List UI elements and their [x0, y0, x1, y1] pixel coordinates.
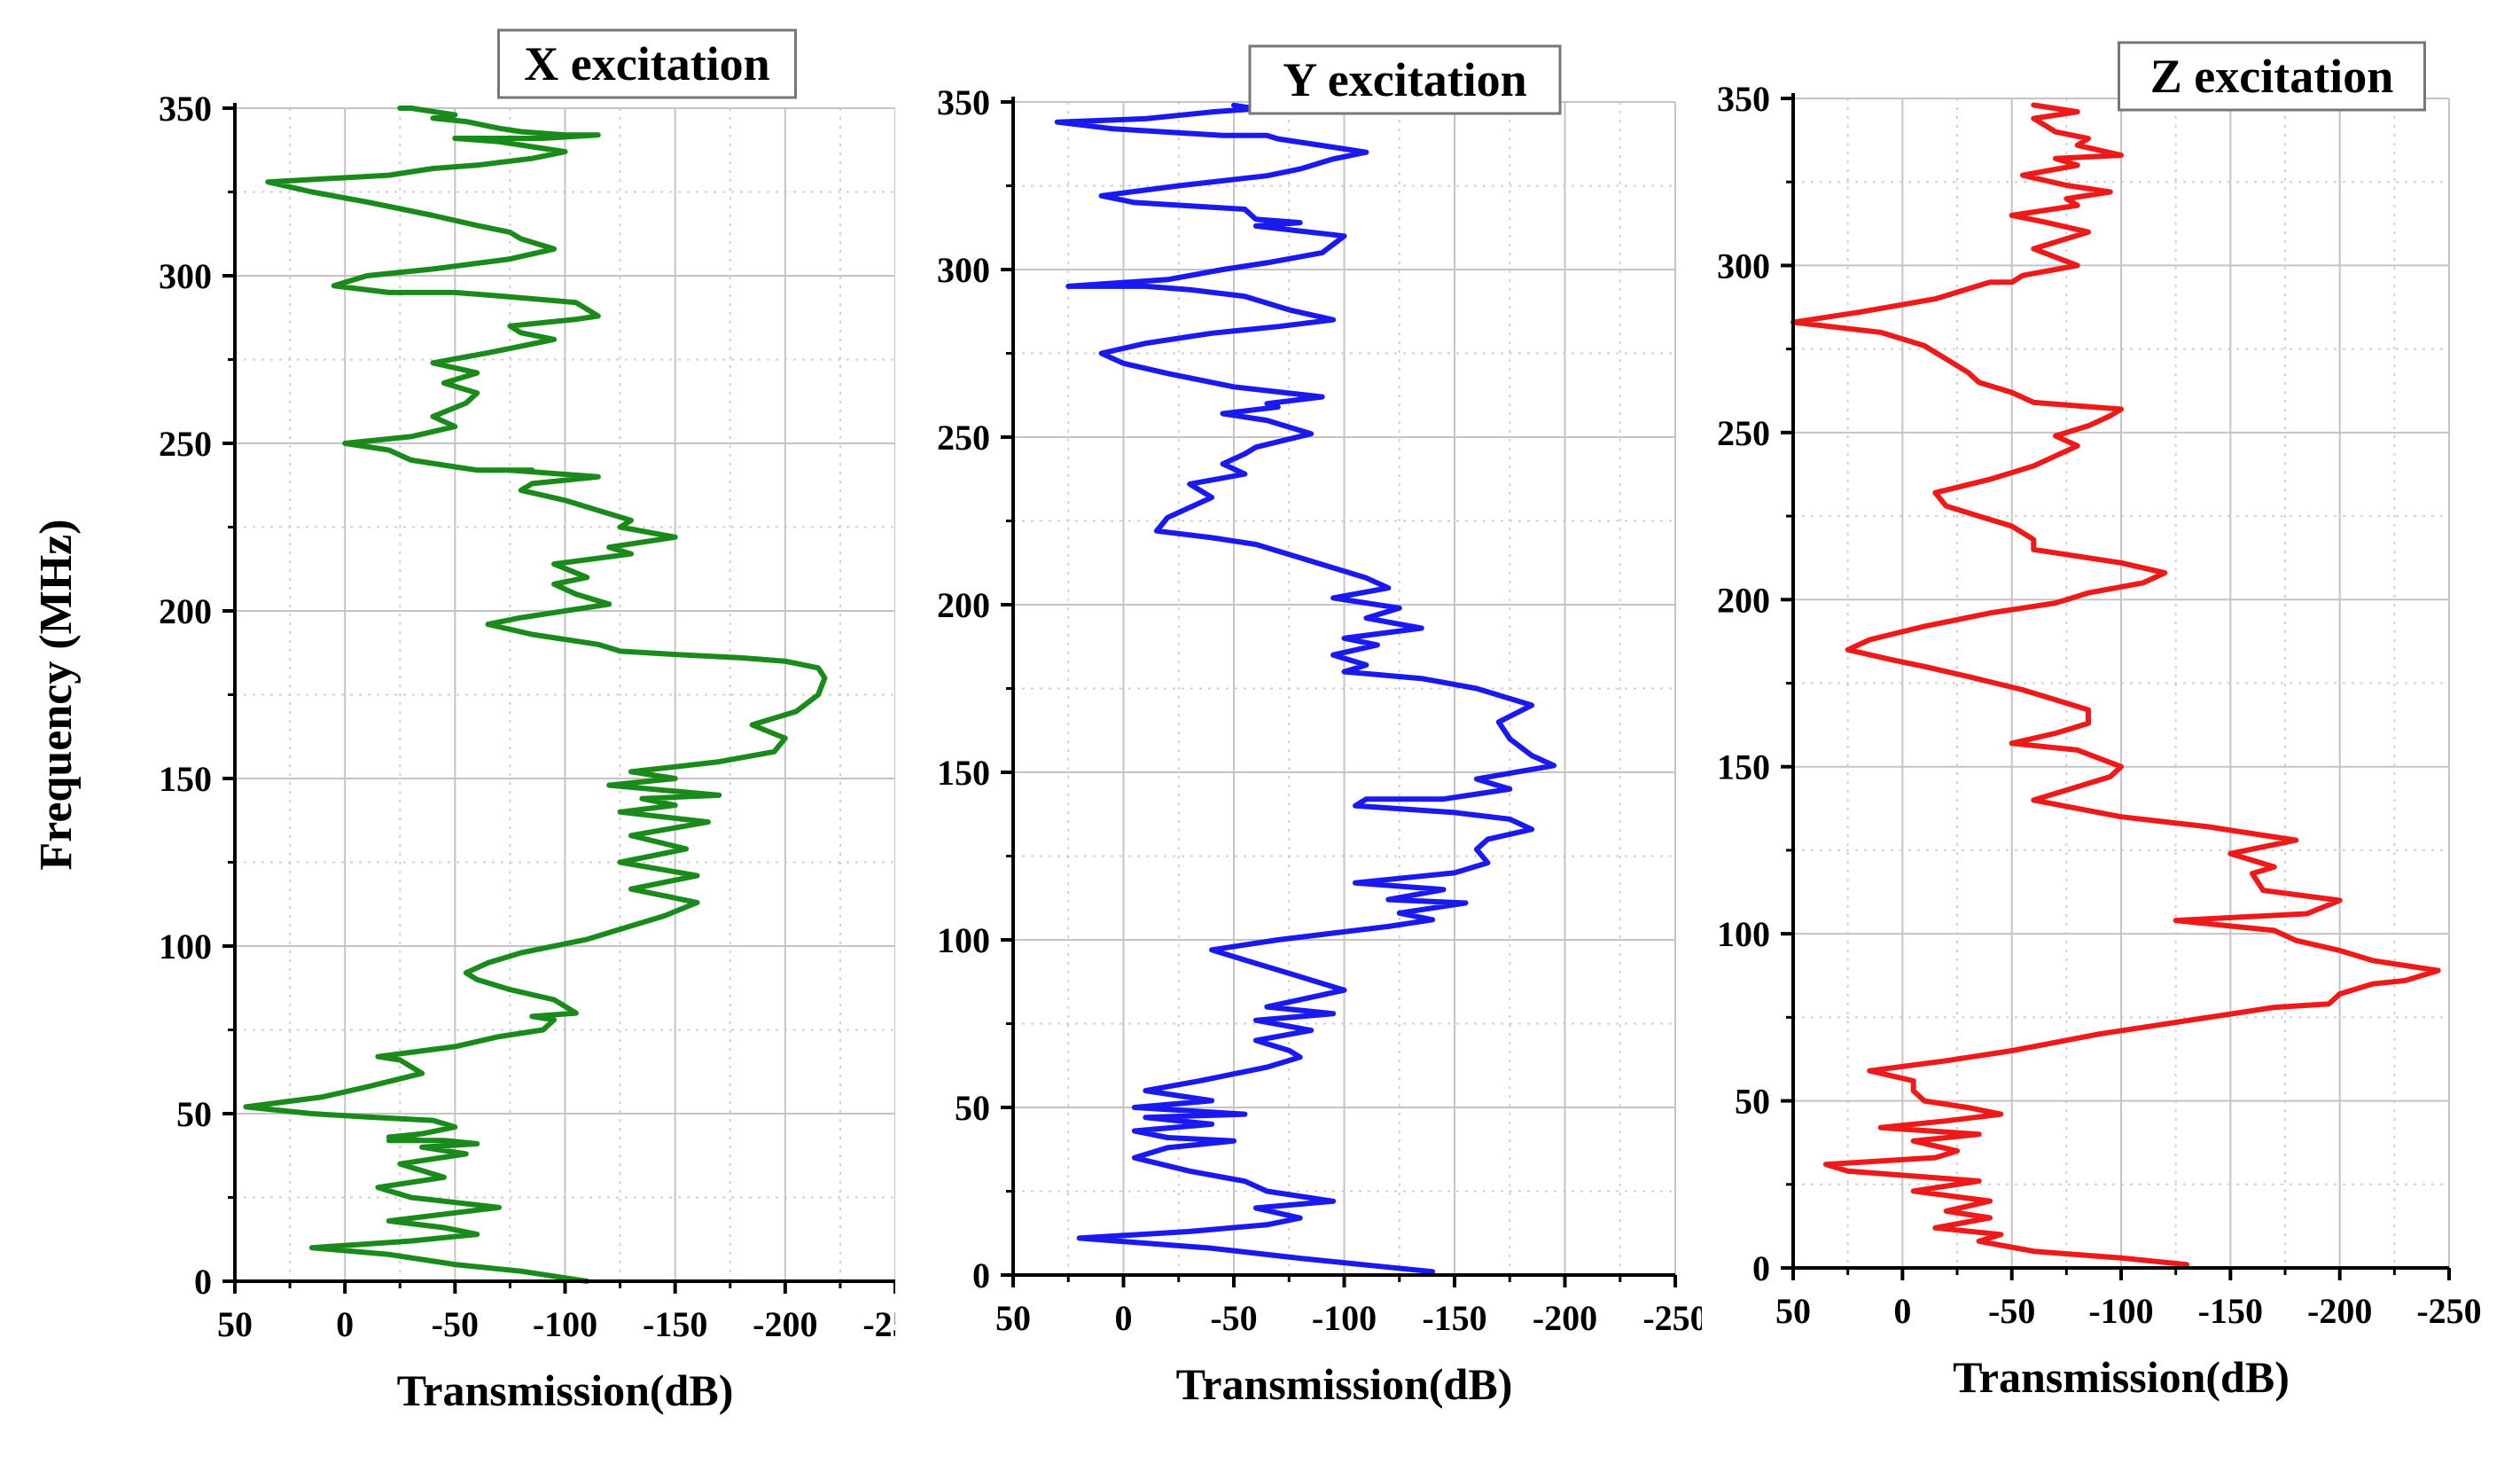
y-tick-label: 100 — [159, 927, 212, 966]
x-tick-label: 50 — [1775, 1291, 1811, 1331]
chart-title: Y excitation — [1283, 53, 1526, 106]
title-box — [2118, 41, 2426, 112]
y-tick-label: 100 — [1717, 914, 1770, 954]
x-tick-label: -100 — [2088, 1291, 2153, 1331]
chart-title: Z excitation — [2150, 50, 2393, 103]
y-tick-label: 350 — [937, 82, 990, 122]
y-axis-label: Frequency (MHz) — [31, 519, 82, 870]
y-tick-label: 300 — [159, 256, 212, 296]
x-tick-label: -50 — [1210, 1298, 1257, 1338]
x-tick-label: -200 — [1533, 1298, 1597, 1338]
x-tick-label: 50 — [995, 1298, 1031, 1338]
series-line-x-excitation — [243, 106, 828, 1284]
x-tick-label: 0 — [1893, 1291, 1911, 1331]
x-tick-label: -250 — [862, 1304, 895, 1344]
x-tick-label: -50 — [1988, 1291, 2035, 1331]
y-tick-label: 200 — [1717, 580, 1770, 620]
y-tick-label: 200 — [937, 585, 990, 625]
y-tick-label: 350 — [1717, 79, 1770, 119]
y-tick-label: 50 — [955, 1088, 990, 1128]
x-axis-label: Transmission(dB) — [1176, 1359, 1513, 1409]
y-tick-label: 250 — [937, 418, 990, 458]
series-line-y-excitation — [1054, 102, 1556, 1275]
y-tick-label: 150 — [937, 753, 990, 793]
chart-y-excitation: 50 0 -50 -100 -150 -200 -250050100150200250300… — [937, 44, 1702, 1409]
x-tick-label: -250 — [1642, 1298, 1702, 1338]
y-tick-label: 150 — [1717, 747, 1770, 787]
x-tick-label: -150 — [1422, 1298, 1486, 1338]
x-tick-label: 0 — [336, 1304, 354, 1344]
x-tick-label: -200 — [2307, 1291, 2372, 1331]
x-tick-label: -150 — [643, 1304, 707, 1344]
x-axis-label: Transmission(dB) — [1953, 1352, 2290, 1402]
chart-z-excitation: 50 0 -50 -100 -150 -200 -250050100150200250300… — [1717, 41, 2482, 1402]
y-tick-label: 250 — [1717, 413, 1770, 453]
y-tick-label: 100 — [937, 920, 990, 960]
y-tick-label: 0 — [1752, 1248, 1770, 1288]
x-tick-label: -50 — [432, 1304, 479, 1344]
x-axis-label: Transmission(dB) — [397, 1365, 734, 1415]
y-tick-label: 250 — [159, 424, 212, 464]
y-tick-label: 50 — [1735, 1082, 1770, 1122]
y-tick-label: 350 — [159, 89, 212, 129]
x-tick-label: 50 — [217, 1304, 253, 1344]
chart-x-excitation: 500-50-100-150-200-250050100150200250300… — [31, 28, 895, 1415]
y-tick-label: 200 — [159, 591, 212, 631]
y-tick-label: 150 — [159, 759, 212, 799]
chart-title: X excitation — [524, 37, 769, 90]
x-tick-label: -150 — [2198, 1291, 2263, 1331]
y-tick-label: 0 — [194, 1262, 212, 1302]
title-box — [497, 28, 797, 99]
x-tick-label: -100 — [533, 1304, 597, 1344]
y-tick-label: 50 — [176, 1094, 212, 1134]
title-box — [1248, 44, 1562, 115]
x-tick-label: 0 — [1115, 1298, 1133, 1338]
x-tick-label: -250 — [2416, 1291, 2481, 1331]
series-line-z-excitation — [1791, 102, 2441, 1268]
y-tick-label: 300 — [1717, 246, 1770, 286]
y-tick-label: 300 — [937, 250, 990, 290]
y-tick-label: 0 — [972, 1256, 990, 1295]
x-tick-label: -100 — [1312, 1298, 1377, 1338]
x-tick-label: -200 — [753, 1304, 817, 1344]
